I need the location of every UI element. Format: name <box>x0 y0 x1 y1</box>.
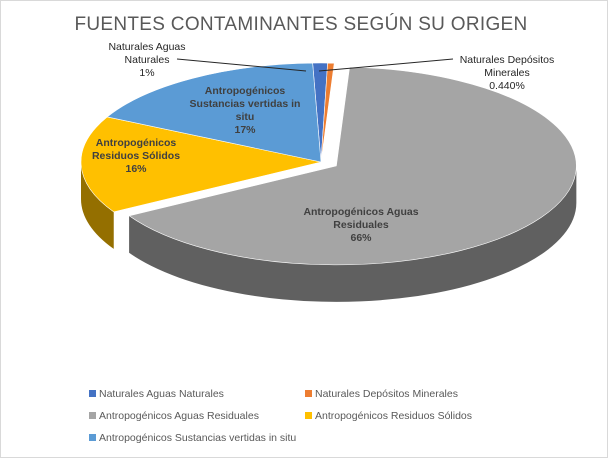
pie-tops <box>80 62 577 266</box>
chart-title: FUENTES CONTAMINANTES SEGÚN SU ORIGEN <box>74 13 527 35</box>
data-label-3: Antropogénicos Residuos Sólidos 16% <box>92 137 180 175</box>
legend-label-2: Antropogénicos Aguas Residuales <box>99 410 259 422</box>
legend-swatch-1 <box>305 390 312 397</box>
leader-lines <box>176 58 454 72</box>
legend-label-4: Antropogénicos Sustancias vertidas in si… <box>99 432 296 444</box>
data-label-2: Antropogénicos Aguas Residuales 66% <box>303 206 418 244</box>
pie-side-3 <box>81 162 114 249</box>
pie-slice-4 <box>106 62 322 163</box>
data-label-0: Naturales Aguas Naturales 1% <box>108 41 185 79</box>
pie-slice-1 <box>320 62 335 163</box>
leader-line-0 <box>176 58 307 72</box>
pie-sides <box>81 162 577 302</box>
legend-label-0: Naturales Aguas Naturales <box>99 388 224 400</box>
pie-slice-3 <box>80 116 322 213</box>
legend-swatch-0 <box>89 390 96 397</box>
pie-slice-2 <box>128 66 577 266</box>
data-label-4: Antropogénicos Sustancias vertidas in situ… <box>190 85 301 136</box>
legend-label-3: Antropogénicos Residuos Sólidos <box>315 410 472 422</box>
legend-swatch-4 <box>89 434 96 441</box>
data-labels: Naturales Aguas Naturales 1% Naturales Depó… <box>92 41 554 244</box>
pie-side-2 <box>129 165 577 302</box>
leader-line-1 <box>318 58 454 72</box>
legend-swatch-3 <box>305 412 312 419</box>
legend-label-1: Naturales Depósitos Minerales <box>315 388 458 400</box>
legend: Naturales Aguas Naturales Naturales Depós… <box>89 388 472 444</box>
data-label-1: Naturales Depósitos Minerales 0.440% <box>460 54 555 92</box>
legend-swatch-2 <box>89 412 96 419</box>
